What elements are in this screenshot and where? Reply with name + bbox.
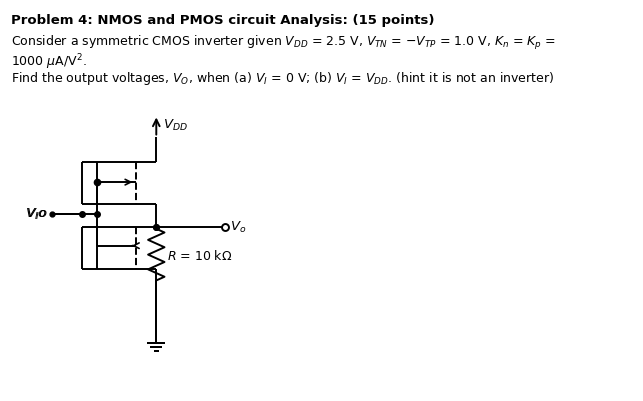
Text: Find the output voltages, $V_O$, when (a) $V_I$ = 0 V; (b) $V_I$ = $V_{DD}$. (hi: Find the output voltages, $V_O$, when (a…	[10, 70, 554, 87]
Text: $V_{DD}$: $V_{DD}$	[163, 117, 188, 132]
Text: Consider a symmetric CMOS inverter given $V_{DD}$ = 2.5 V, $V_{TN}$ = $-V_{TP}$ : Consider a symmetric CMOS inverter given…	[10, 34, 556, 52]
Text: 1000 $\mu$A/V$^2$.: 1000 $\mu$A/V$^2$.	[10, 52, 86, 71]
Text: $V_o$: $V_o$	[230, 220, 246, 235]
Text: $V_I$o: $V_I$o	[25, 207, 47, 222]
Text: $V_{I}$o: $V_{I}$o	[26, 207, 48, 222]
Text: Problem 4: NMOS and PMOS circuit Analysis: (15 points): Problem 4: NMOS and PMOS circuit Analysi…	[10, 14, 434, 27]
Text: $R$ = 10 k$\Omega$: $R$ = 10 k$\Omega$	[167, 248, 233, 262]
